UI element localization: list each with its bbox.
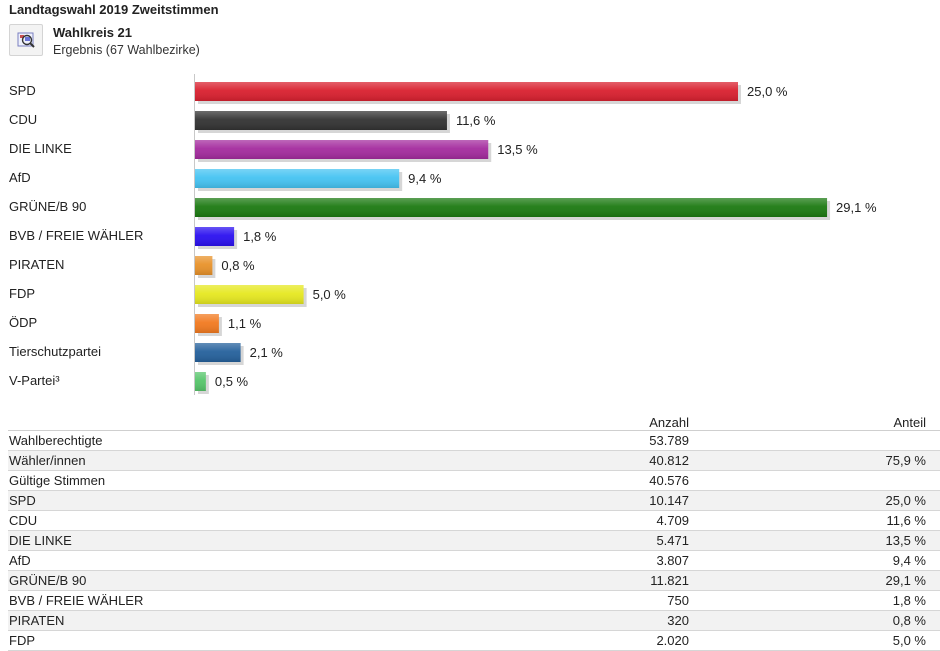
bar-gloss xyxy=(195,314,219,333)
results-bar-chart: SPD 25,0 % CDU 11,6 % DIE LINKE 13,5 % AfD 9,4 … xyxy=(9,74,877,395)
party-label: CDU xyxy=(9,112,37,127)
row-count: 40.812 xyxy=(539,450,691,471)
bar-gloss xyxy=(195,343,241,362)
value-label: 25,0 % xyxy=(747,84,788,99)
row-share: 29,1 % xyxy=(691,570,940,591)
row-name: AfD xyxy=(8,550,539,571)
value-label: 5,0 % xyxy=(313,287,347,302)
row-count: 750 xyxy=(539,590,691,611)
row-name: PIRATEN xyxy=(8,610,539,631)
page-title: Landtagswahl 2019 Zweitstimmen xyxy=(9,2,219,17)
row-count: 40.576 xyxy=(539,470,691,491)
row-count: 3.807 xyxy=(539,550,691,571)
party-label: PIRATEN xyxy=(9,257,64,272)
map-magnify-icon[interactable] xyxy=(9,24,43,56)
party-label: ÖDP xyxy=(9,315,37,330)
header-count: Anzahl xyxy=(539,410,691,431)
row-count: 10.147 xyxy=(539,490,691,511)
row-share: 0,8 % xyxy=(691,610,940,631)
row-count: 5.471 xyxy=(539,530,691,551)
row-name: Gültige Stimmen xyxy=(8,470,539,491)
row-name: DIE LINKE xyxy=(8,530,539,551)
row-count: 11.821 xyxy=(539,570,691,591)
bar-gloss xyxy=(195,285,304,304)
table-row: Gültige Stimmen 40.576 xyxy=(8,470,940,491)
value-label: 9,4 % xyxy=(408,171,442,186)
row-name: CDU xyxy=(8,510,539,531)
bar-gloss xyxy=(195,169,400,188)
table-header-row: Anzahl Anteil xyxy=(8,410,940,431)
row-share xyxy=(691,470,940,491)
row-count: 320 xyxy=(539,610,691,631)
party-label: V-Partei³ xyxy=(9,373,60,388)
header-name xyxy=(8,410,539,431)
party-label: AfD xyxy=(9,170,31,185)
bar-gloss xyxy=(195,198,828,217)
row-share: 11,6 % xyxy=(691,510,940,531)
bar-gloss xyxy=(195,372,206,391)
bar-gloss xyxy=(195,140,489,159)
value-label: 0,8 % xyxy=(221,258,255,273)
area-name: Wahlkreis 21 xyxy=(53,25,133,40)
area-subtitle: Ergebnis (67 Wahlbezirke) xyxy=(53,43,200,57)
value-label: 0,5 % xyxy=(215,374,249,389)
row-name: SPD xyxy=(8,490,539,511)
party-label: Tierschutzpartei xyxy=(9,344,101,359)
party-label: SPD xyxy=(9,83,36,98)
row-count: 53.789 xyxy=(539,430,691,451)
table-row: Wahlberechtigte 53.789 xyxy=(8,430,940,451)
bar-gloss xyxy=(195,227,235,246)
value-label: 13,5 % xyxy=(497,142,538,157)
results-table: Anzahl Anteil Wahlberechtigte 53.789 Wähle… xyxy=(8,410,940,651)
bar-gloss xyxy=(195,111,447,130)
table-row: GRÜNE/B 90 11.821 29,1 % xyxy=(8,570,940,591)
value-label: 1,8 % xyxy=(243,229,277,244)
party-label: DIE LINKE xyxy=(9,141,72,156)
value-label: 1,1 % xyxy=(228,316,262,331)
bar-gloss xyxy=(195,82,738,101)
table-row: BVB / FREIE WÄHLER 750 1,8 % xyxy=(8,590,940,611)
row-name: Wahlberechtigte xyxy=(8,430,539,451)
row-name: Wähler/innen xyxy=(8,450,539,471)
value-label: 2,1 % xyxy=(250,345,284,360)
row-share: 75,9 % xyxy=(691,450,940,471)
value-label: 29,1 % xyxy=(836,200,877,215)
row-share: 9,4 % xyxy=(691,550,940,571)
bar-gloss xyxy=(195,256,213,275)
header-share: Anteil xyxy=(691,410,940,431)
table-row: DIE LINKE 5.471 13,5 % xyxy=(8,530,940,551)
row-share: 1,8 % xyxy=(691,590,940,611)
row-count: 4.709 xyxy=(539,510,691,531)
row-share: 25,0 % xyxy=(691,490,940,511)
party-label: GRÜNE/B 90 xyxy=(9,199,86,214)
table-row: AfD 3.807 9,4 % xyxy=(8,550,940,571)
row-share xyxy=(691,430,940,451)
table-row: PIRATEN 320 0,8 % xyxy=(8,610,940,631)
table-row: CDU 4.709 11,6 % xyxy=(8,510,940,531)
row-name: GRÜNE/B 90 xyxy=(8,570,539,591)
row-name: BVB / FREIE WÄHLER xyxy=(8,590,539,611)
party-label: BVB / FREIE WÄHLER xyxy=(9,228,143,243)
table-row: SPD 10.147 25,0 % xyxy=(8,490,940,511)
party-label: FDP xyxy=(9,286,35,301)
row-share: 13,5 % xyxy=(691,530,940,551)
value-label: 11,6 % xyxy=(456,113,496,128)
table-row: Wähler/innen 40.812 75,9 % xyxy=(8,450,940,471)
